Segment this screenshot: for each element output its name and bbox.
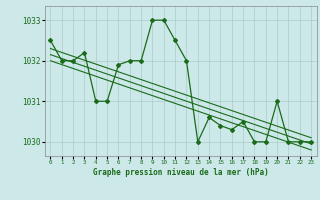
X-axis label: Graphe pression niveau de la mer (hPa): Graphe pression niveau de la mer (hPa)	[93, 168, 269, 177]
